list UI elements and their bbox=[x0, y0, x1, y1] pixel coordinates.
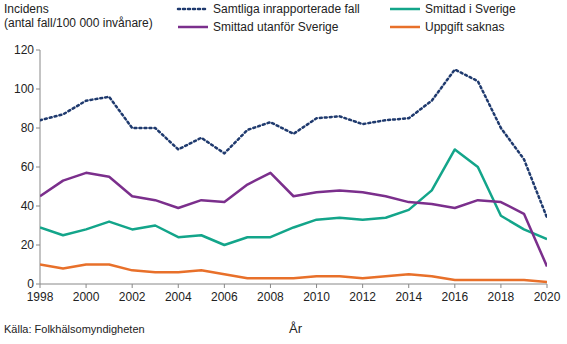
x-tick bbox=[270, 284, 271, 288]
y-axis-title: (antal fall/100 000 invånare) bbox=[4, 16, 153, 30]
x-tick-label: 2004 bbox=[165, 290, 192, 304]
y-tick bbox=[36, 284, 40, 285]
x-tick bbox=[224, 284, 225, 288]
y-axis-title: Incidens bbox=[4, 2, 49, 16]
x-tick-label: 2006 bbox=[211, 290, 238, 304]
y-tick-label: 80 bbox=[21, 121, 35, 135]
x-tick-label: 1998 bbox=[27, 290, 54, 304]
series-line bbox=[40, 173, 547, 267]
y-tick-label: 20 bbox=[21, 238, 35, 252]
x-tick bbox=[547, 284, 548, 288]
legend-swatch bbox=[178, 26, 208, 29]
y-tick-label: 40 bbox=[21, 199, 35, 213]
source: Källa: Folkhälsomyndigheten bbox=[4, 323, 145, 335]
y-tick bbox=[36, 128, 40, 129]
y-tick-label: 0 bbox=[27, 277, 34, 291]
chart: 0 20 40 60 80 100 120 1998 2000 2002 2004 2006 2008 2… bbox=[0, 0, 567, 344]
legend-label: Uppgift saknas bbox=[425, 20, 504, 34]
legend-label: Smittad utanför Sverige bbox=[213, 20, 339, 34]
y-axis bbox=[40, 50, 41, 284]
x-tick bbox=[362, 284, 363, 288]
y-tick bbox=[36, 206, 40, 207]
x-tick bbox=[178, 284, 179, 288]
plot-area bbox=[40, 70, 547, 283]
y-tick bbox=[36, 50, 40, 51]
legend-swatch bbox=[390, 8, 420, 11]
x-tick bbox=[86, 284, 87, 288]
x-tick-label: 2014 bbox=[395, 290, 422, 304]
x-tick bbox=[316, 284, 317, 288]
legend: Samtliga inrapporterade fall Smittad i Sv… bbox=[178, 2, 516, 34]
x-tick-label: 2010 bbox=[303, 290, 330, 304]
y-tick bbox=[36, 89, 40, 90]
y-tick bbox=[36, 167, 40, 168]
y-tick-label: 120 bbox=[14, 43, 34, 57]
legend-label: Samtliga inrapporterade fall bbox=[213, 2, 360, 16]
x-axis-title: År bbox=[289, 321, 303, 336]
legend-swatch bbox=[390, 26, 420, 29]
legend-label: Smittad i Sverige bbox=[425, 2, 516, 16]
x-tick-label: 2002 bbox=[119, 290, 146, 304]
x-tick-label: 2000 bbox=[73, 290, 100, 304]
x-tick-label: 2012 bbox=[349, 290, 376, 304]
x-tick bbox=[40, 284, 41, 288]
x-tick-label: 2016 bbox=[441, 290, 468, 304]
x-tick-label: 2008 bbox=[257, 290, 284, 304]
x-axis bbox=[40, 284, 547, 285]
y-tick-label: 100 bbox=[14, 82, 34, 96]
x-tick-label: 2020 bbox=[534, 290, 561, 304]
x-tick-label: 2018 bbox=[488, 290, 515, 304]
x-tick bbox=[132, 284, 133, 288]
x-tick bbox=[408, 284, 409, 288]
y-tick bbox=[36, 245, 40, 246]
legend-swatch bbox=[178, 8, 208, 11]
x-tick bbox=[454, 284, 455, 288]
x-tick bbox=[500, 284, 501, 288]
y-tick-label: 60 bbox=[21, 160, 35, 174]
series-line bbox=[40, 265, 547, 283]
